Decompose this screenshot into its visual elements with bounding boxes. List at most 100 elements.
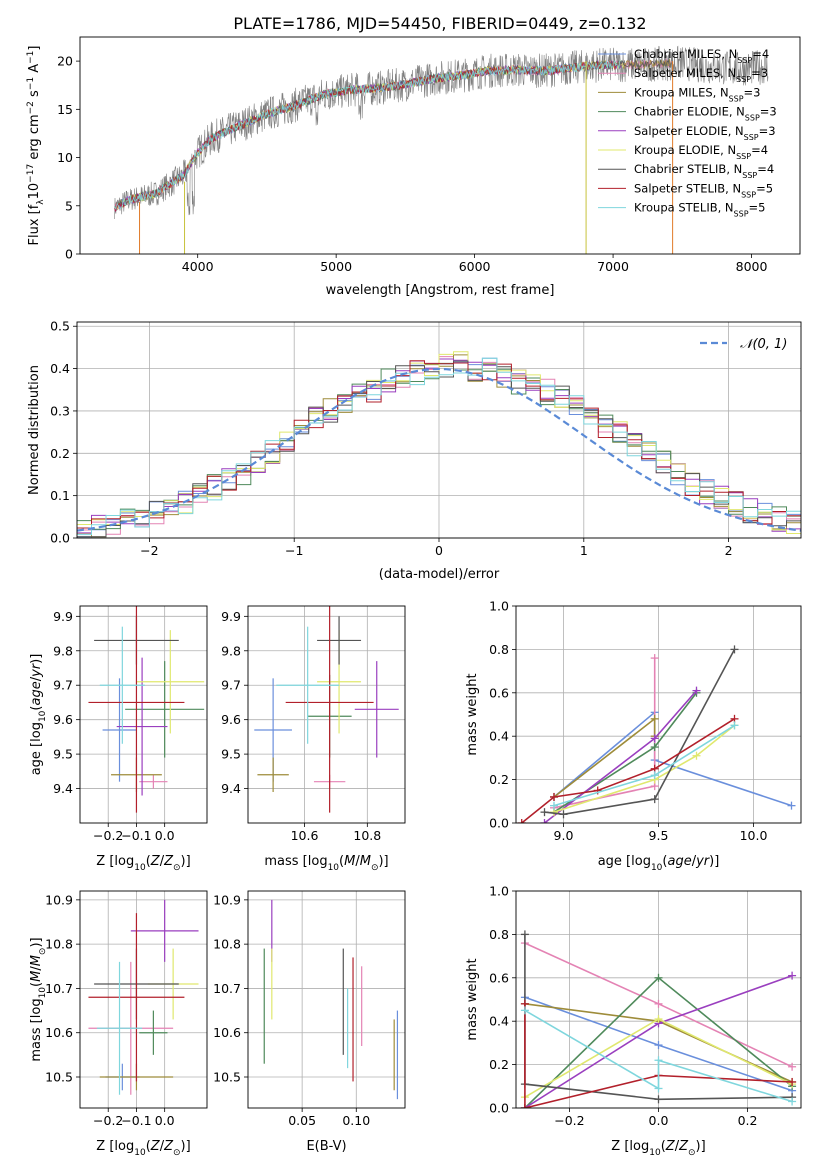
x-axis-label: age [log10(age/yr)]: [598, 854, 720, 873]
label-part: (: [662, 854, 667, 869]
series-line: [524, 1003, 793, 1108]
label-part: λ: [36, 199, 46, 205]
y-tick-label: 20: [57, 54, 73, 69]
label-part: (: [29, 982, 44, 987]
y-tick-label: 10.7: [45, 981, 73, 996]
legend-entry: Salpeter ELODIE, NSSP=3: [634, 124, 776, 142]
x-axis-label: Z [log10(Z/Z⊙)]: [96, 854, 190, 873]
label-part: ]: [27, 46, 42, 51]
label-part: ⊙: [38, 948, 48, 956]
label-part: age: [29, 681, 44, 705]
y-axis-label: Normed distribution: [27, 365, 42, 495]
model-spectrum: [114, 60, 621, 212]
label-part: /: [355, 854, 360, 869]
label-part: /: [160, 1139, 165, 1154]
chart-title: PLATE=1786, MJD=54450, FIBERID=0449, z=0…: [233, 14, 646, 33]
legend-sub: SSP: [736, 152, 751, 161]
label-part: ⊙: [688, 1148, 696, 1158]
y-tick-label: 0: [65, 247, 73, 262]
legend-name: Kroupa ELODIE, N: [634, 143, 736, 157]
label-part: )]: [709, 854, 719, 869]
label-part: (: [339, 854, 344, 869]
x-axis-label: (data-model)/error: [379, 567, 500, 582]
x-axis-label: wavelength [Angstrom, rest frame]: [326, 283, 555, 298]
legend-tail: =3: [759, 124, 776, 138]
y-tick-label: 0.6: [489, 685, 509, 700]
label-part: mass [: [29, 1018, 44, 1061]
series-line: [544, 649, 736, 816]
plot-area: [77, 351, 801, 538]
legend-name: Kroupa MILES, N: [634, 85, 729, 99]
legend-entry: Kroupa MILES, NSSP=3: [634, 85, 760, 103]
y-tick-label: 9.9: [221, 609, 241, 624]
label-part: M: [344, 854, 355, 869]
plot-area: [88, 899, 199, 1095]
y-tick-label: 0.8: [489, 927, 509, 942]
y-tick-label: 9.7: [53, 678, 73, 693]
y-tick-label: 0.8: [489, 642, 509, 657]
y-tick-label: 9.7: [221, 678, 241, 693]
label-part: Z: [678, 1139, 689, 1154]
x-tick-label: 0: [435, 543, 443, 558]
x-tick-label: 0.05: [288, 1113, 316, 1128]
x-tick-label: −0.2: [554, 1113, 584, 1128]
y-tick-label: 0.5: [50, 319, 70, 334]
label-part: age [: [598, 854, 631, 869]
legend-entry: Salpeter MILES, NSSP=3: [634, 66, 768, 84]
y-tick-label: 10.8: [213, 937, 241, 952]
y-tick-label: 1.0: [489, 599, 509, 614]
panel-4: 9.0 9.5 10.0 0.0 0.2 0.4 0.6 0.8 1.0 age [log10(a…: [465, 599, 802, 873]
label-part: Z: [150, 854, 161, 869]
label-part: −1: [26, 77, 36, 90]
x-tick-label: 0.0: [649, 1113, 669, 1128]
y-tick-label: 9.6: [221, 712, 241, 727]
y-tick-label: 0.3: [50, 403, 70, 418]
y-tick-label: 10.5: [45, 1070, 73, 1085]
label-part: −17: [26, 164, 36, 183]
label-part: )]: [696, 1139, 706, 1154]
label-part: /: [29, 966, 44, 971]
x-axis-label: E(B-V): [306, 1139, 346, 1154]
label-part: log: [114, 854, 134, 869]
legend-entry: Chabrier MILES, NSSP=4: [634, 47, 769, 65]
label-part: Z [: [96, 854, 114, 869]
y-tick-label: 10.9: [45, 892, 73, 907]
x-axis-label: mass [log10(M/M⊙)]: [264, 854, 388, 873]
y-tick-label: 0.1: [50, 488, 70, 503]
y-tick-label: 9.5: [221, 747, 241, 762]
label-part: )]: [181, 854, 191, 869]
plot-area: [520, 930, 797, 1108]
y-tick-label: 0.2: [50, 446, 70, 461]
y-tick-label: 5: [65, 198, 73, 213]
label-part: log: [629, 1139, 649, 1154]
axes-frame: [79, 890, 208, 1109]
legend-name: Kroupa STELIB, N: [634, 201, 734, 215]
legend-sub: SSP: [737, 56, 752, 65]
x-tick-label: −0.1: [121, 1113, 151, 1128]
label-part: 10: [134, 1148, 146, 1158]
label-part: (: [661, 1139, 666, 1154]
legend-sub: SSP: [742, 171, 757, 180]
histogram-step: [77, 357, 801, 536]
x-tick-label: 1: [580, 543, 588, 558]
label-part: mass [: [264, 854, 307, 869]
label-part: log: [29, 722, 44, 742]
label-part: Flux [f: [27, 204, 42, 245]
label-part: /: [692, 854, 697, 869]
y-tick-label: 10: [57, 150, 73, 165]
y-tick-label: 0.0: [489, 1101, 509, 1116]
series-line: [524, 1009, 793, 1103]
legend-tail: =3: [744, 85, 761, 99]
y-tick-label: 0.0: [50, 531, 70, 546]
legend-entry: 𝒩(0, 1): [740, 337, 787, 352]
histogram-step: [77, 351, 801, 534]
label-part: /: [160, 854, 165, 869]
y-tick-label: 9.6: [53, 712, 73, 727]
x-tick-label: −0.2: [93, 828, 123, 843]
y-axis-label: mass [log10(M/M⊙)]: [29, 937, 48, 1061]
y-tick-label: 9.8: [53, 643, 73, 658]
legend-sub: SSP: [741, 190, 756, 199]
label-part: log: [308, 854, 328, 869]
legend-name: Chabrier ELODIE, N: [634, 105, 745, 119]
